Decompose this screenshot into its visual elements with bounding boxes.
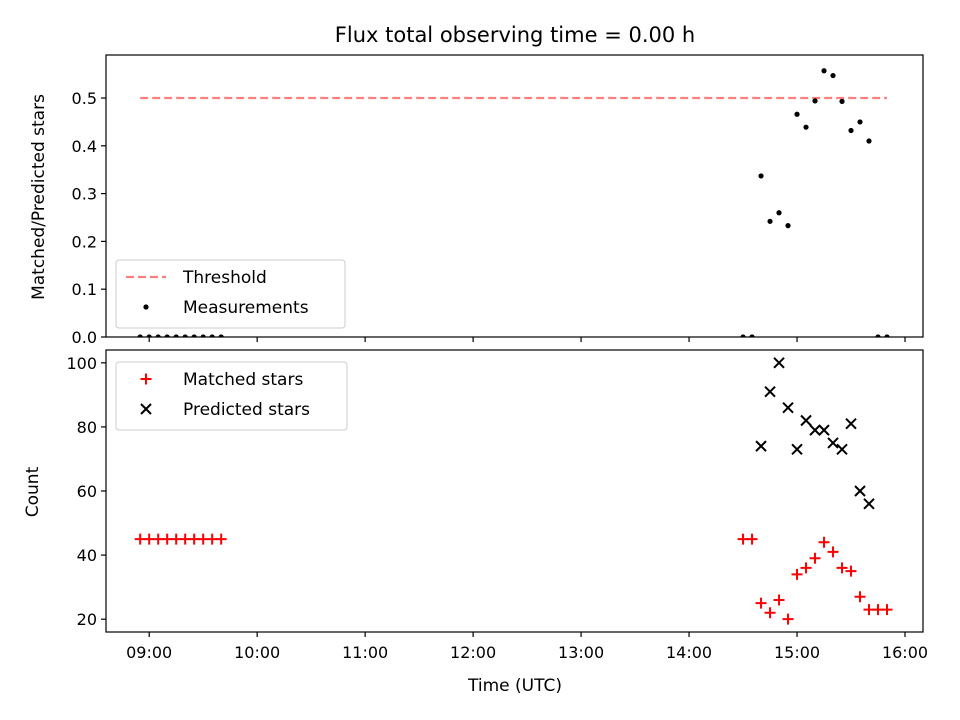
legend-label: Measurements: [183, 298, 309, 318]
measurement-point: [182, 334, 188, 337]
x-axis-label: Time (UTC): [467, 676, 562, 696]
matched-stars-point: [746, 533, 758, 545]
matched-stars-point: [773, 594, 785, 606]
axes-frame: [105, 54, 924, 338]
predicted-stars-point: [791, 443, 803, 456]
legend-predicted-swatch: [140, 403, 152, 415]
measurement-point: [749, 334, 755, 337]
x-tick-label: 12:00: [450, 643, 496, 662]
y-tick-label: 0.4: [72, 137, 97, 156]
legend-label: Predicted stars: [183, 400, 310, 420]
measurement-point: [812, 98, 818, 104]
predicted-stars-point: [827, 437, 839, 449]
matched-stars-point: [854, 591, 866, 603]
matched-stars-point: [827, 546, 839, 558]
chart-title: Flux total observing time = 0.00 h: [335, 23, 695, 47]
y-tick-label: 0.3: [72, 185, 97, 204]
legend-box: [115, 259, 346, 329]
matched-stars-point: [836, 562, 848, 574]
measurement-point: [803, 124, 809, 130]
measurement-point: [830, 72, 836, 79]
predicted-stars-point: [836, 443, 848, 456]
measurement-point: [740, 334, 746, 337]
y-tick-label: 20: [77, 610, 97, 629]
bottom-panel: 09:00 10:00 11:00 12:00 13:00 14:00 15:00 16:00…: [66, 349, 928, 662]
predicted-stars-point: [773, 357, 785, 369]
matched-stars-point: [809, 552, 821, 564]
measurement-point: [137, 334, 143, 337]
legend-matched-swatch: [140, 373, 152, 385]
x-tick-label: 10:00: [234, 643, 280, 662]
measurement-point: [794, 111, 800, 117]
axes-frame: [105, 349, 924, 633]
y-tick-label: 0.1: [72, 280, 97, 299]
measurement-point: [848, 127, 854, 134]
y-tick-label: 0.2: [72, 232, 97, 251]
matched-stars-point: [800, 562, 812, 574]
measurement-point: [767, 218, 773, 224]
x-tick-label: 11:00: [342, 643, 388, 662]
matched-stars-point: [845, 565, 857, 577]
measurement-point: [155, 334, 161, 337]
measurement-point: [191, 334, 197, 337]
matched-stars-point: [782, 613, 794, 625]
legend: Threshold Measurements: [115, 259, 346, 329]
measurement-point: [209, 334, 215, 337]
x-tick-label: 09:00: [126, 643, 172, 662]
predicted-stars-point: [845, 417, 857, 430]
predicted-stars-point: [818, 424, 830, 436]
predicted-stars-point: [800, 414, 812, 427]
plot-area: [134, 357, 893, 625]
matched-stars-point: [881, 604, 893, 616]
plot-area: [137, 68, 890, 337]
measurement-point: [200, 334, 206, 337]
measurement-point: [857, 119, 863, 125]
y-tick-label: 100: [66, 354, 97, 373]
measurement-point: [776, 210, 782, 216]
matched-stars-point: [755, 597, 767, 609]
matched-stars-point: [818, 536, 830, 548]
predicted-stars-point: [854, 485, 866, 497]
predicted-stars-point: [755, 440, 767, 452]
legend: Matched stars Predicted stars: [115, 361, 348, 431]
measurement-point: [164, 334, 170, 337]
bottom-panel-y-axis-label: Count: [23, 466, 43, 517]
measurement-point: [821, 68, 827, 74]
legend-label: Matched stars: [183, 370, 303, 390]
x-tick-label: 15:00: [774, 643, 820, 662]
matched-stars-point: [764, 607, 776, 619]
predicted-stars-point: [863, 498, 875, 510]
measurement-point: [758, 173, 764, 179]
predicted-stars-point: [764, 385, 776, 398]
measurement-point: [884, 334, 890, 337]
measurement-point: [785, 223, 791, 229]
matched-stars-point: [791, 568, 803, 580]
y-tick-label: 0.0: [72, 328, 97, 347]
y-tick-label: 40: [77, 546, 97, 565]
measurement-point: [866, 138, 872, 144]
x-tick-label: 13:00: [558, 643, 604, 662]
top-panel-y-axis-label: Matched/Predicted stars: [29, 94, 49, 300]
matched-stars-point: [215, 533, 227, 545]
legend-measurements-swatch: [143, 304, 149, 310]
predicted-stars-point: [809, 424, 821, 436]
x-tick-label: 14:00: [666, 643, 712, 662]
measurement-point: [875, 334, 881, 337]
measurement-point: [146, 334, 152, 337]
y-tick-label: 80: [77, 418, 97, 437]
y-tick-label: 0.5: [72, 89, 97, 108]
legend-box: [115, 361, 348, 431]
top-panel: 0.0 0.1 0.2 0.3 0.4 0.5 Threshold Measurements: [72, 54, 924, 347]
y-tick-label: 60: [77, 482, 97, 501]
legend-label: Threshold: [182, 268, 267, 288]
x-tick-label: 16:00: [882, 643, 928, 662]
measurement-point: [173, 334, 179, 337]
predicted-stars-point: [782, 401, 794, 414]
measurement-point: [218, 334, 224, 337]
measurement-point: [839, 98, 845, 104]
